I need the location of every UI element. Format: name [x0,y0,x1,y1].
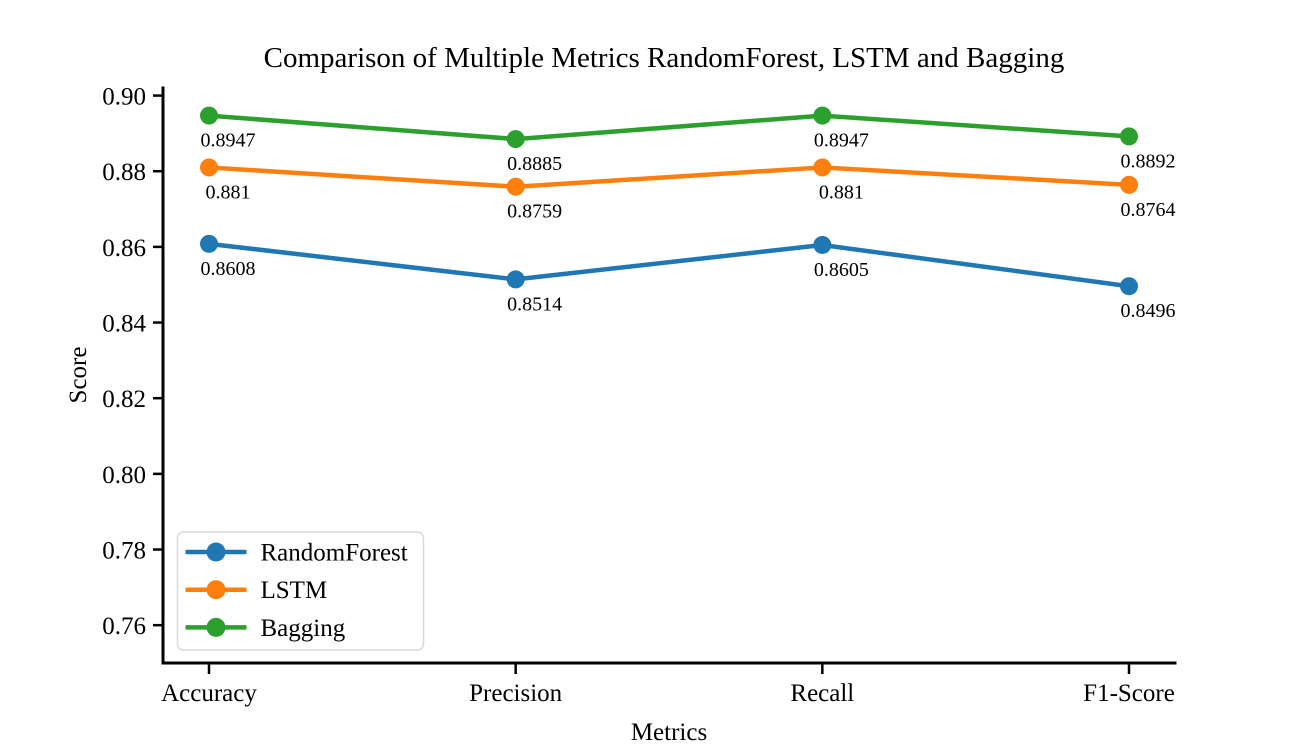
y-axis-tick-label: 0.86 [102,235,146,262]
y-axis-tick-label: 0.90 [102,84,146,111]
data-point-label-bagging: 0.8947 [201,130,256,152]
y-axis-tick-label: 0.76 [102,613,146,640]
y-axis-tick-label: 0.78 [102,538,146,565]
series-line-lstm [208,165,1130,189]
data-point-marker-randomforest [506,270,525,289]
data-point-marker-randomforest [200,234,218,253]
y-axis-tick-label: 0.80 [102,462,146,489]
data-point-label-bagging: 0.8885 [507,153,562,175]
data-point-marker-bagging [813,106,832,125]
legend-box [176,531,425,651]
series-line-bagging [208,113,1130,142]
data-point-label-bagging: 0.8947 [814,130,869,152]
series: 0.8608 0.8514 0.8605 0.8496 0.881 0.8759 0.881… [200,106,1176,322]
legend-marker-lstm [206,580,226,600]
y-axis-tick-label: 0.88 [102,159,146,186]
legend-label-bagging: Bagging [261,615,346,642]
data-point-marker-lstm [506,177,525,196]
data-point-marker-bagging [200,106,218,125]
data-point-marker-bagging [506,130,525,149]
data-point-label-bagging: 0.8892 [1121,150,1176,172]
legend-marker-randomforest [206,542,226,562]
y-axis-tick-label: 0.84 [102,311,146,338]
legend-marker-bagging [206,617,226,637]
data-point-marker-randomforest [813,235,832,254]
x-axis-tick-label: F1-Score [1083,680,1175,707]
legend-label-randomforest: RandomForest [261,540,408,567]
data-point-label-randomforest: 0.8605 [814,259,869,281]
data-point-label-lstm: 0.881 [819,181,864,203]
chart-title: Comparison of Multiple Metrics RandomFor… [264,42,1065,74]
x-axis-tick-label: Accuracy [161,680,257,707]
data-point-label-randomforest: 0.8608 [201,258,256,280]
legend-label-lstm: LSTM [261,577,328,604]
x-axis-tick-label: Recall [790,680,854,707]
x-axis-label: Metrics [631,719,707,746]
legend: RandomForest LSTM Bagging [176,531,425,651]
data-point-marker-randomforest [1120,277,1138,296]
data-point-marker-bagging [1120,127,1138,146]
y-axis-label: Score [65,347,92,404]
data-point-label-lstm: 0.881 [206,181,251,203]
series-line-randomforest [208,241,1130,289]
data-point-label-lstm: 0.8759 [507,201,562,223]
data-point-label-randomforest: 0.8514 [507,293,562,315]
data-point-marker-lstm [200,158,218,177]
y-axis-tick-label: 0.82 [102,386,146,413]
data-point-label-randomforest: 0.8496 [1121,300,1176,322]
data-point-marker-lstm [1120,175,1138,194]
x-axis-tick-label: Precision [469,680,563,707]
data-point-marker-lstm [813,158,832,177]
axes: 0.76 0.78 0.80 0.82 0.84 0.86 0.88 0.90 Accuracy… [102,84,1177,707]
data-point-label-lstm: 0.8764 [1121,199,1176,221]
